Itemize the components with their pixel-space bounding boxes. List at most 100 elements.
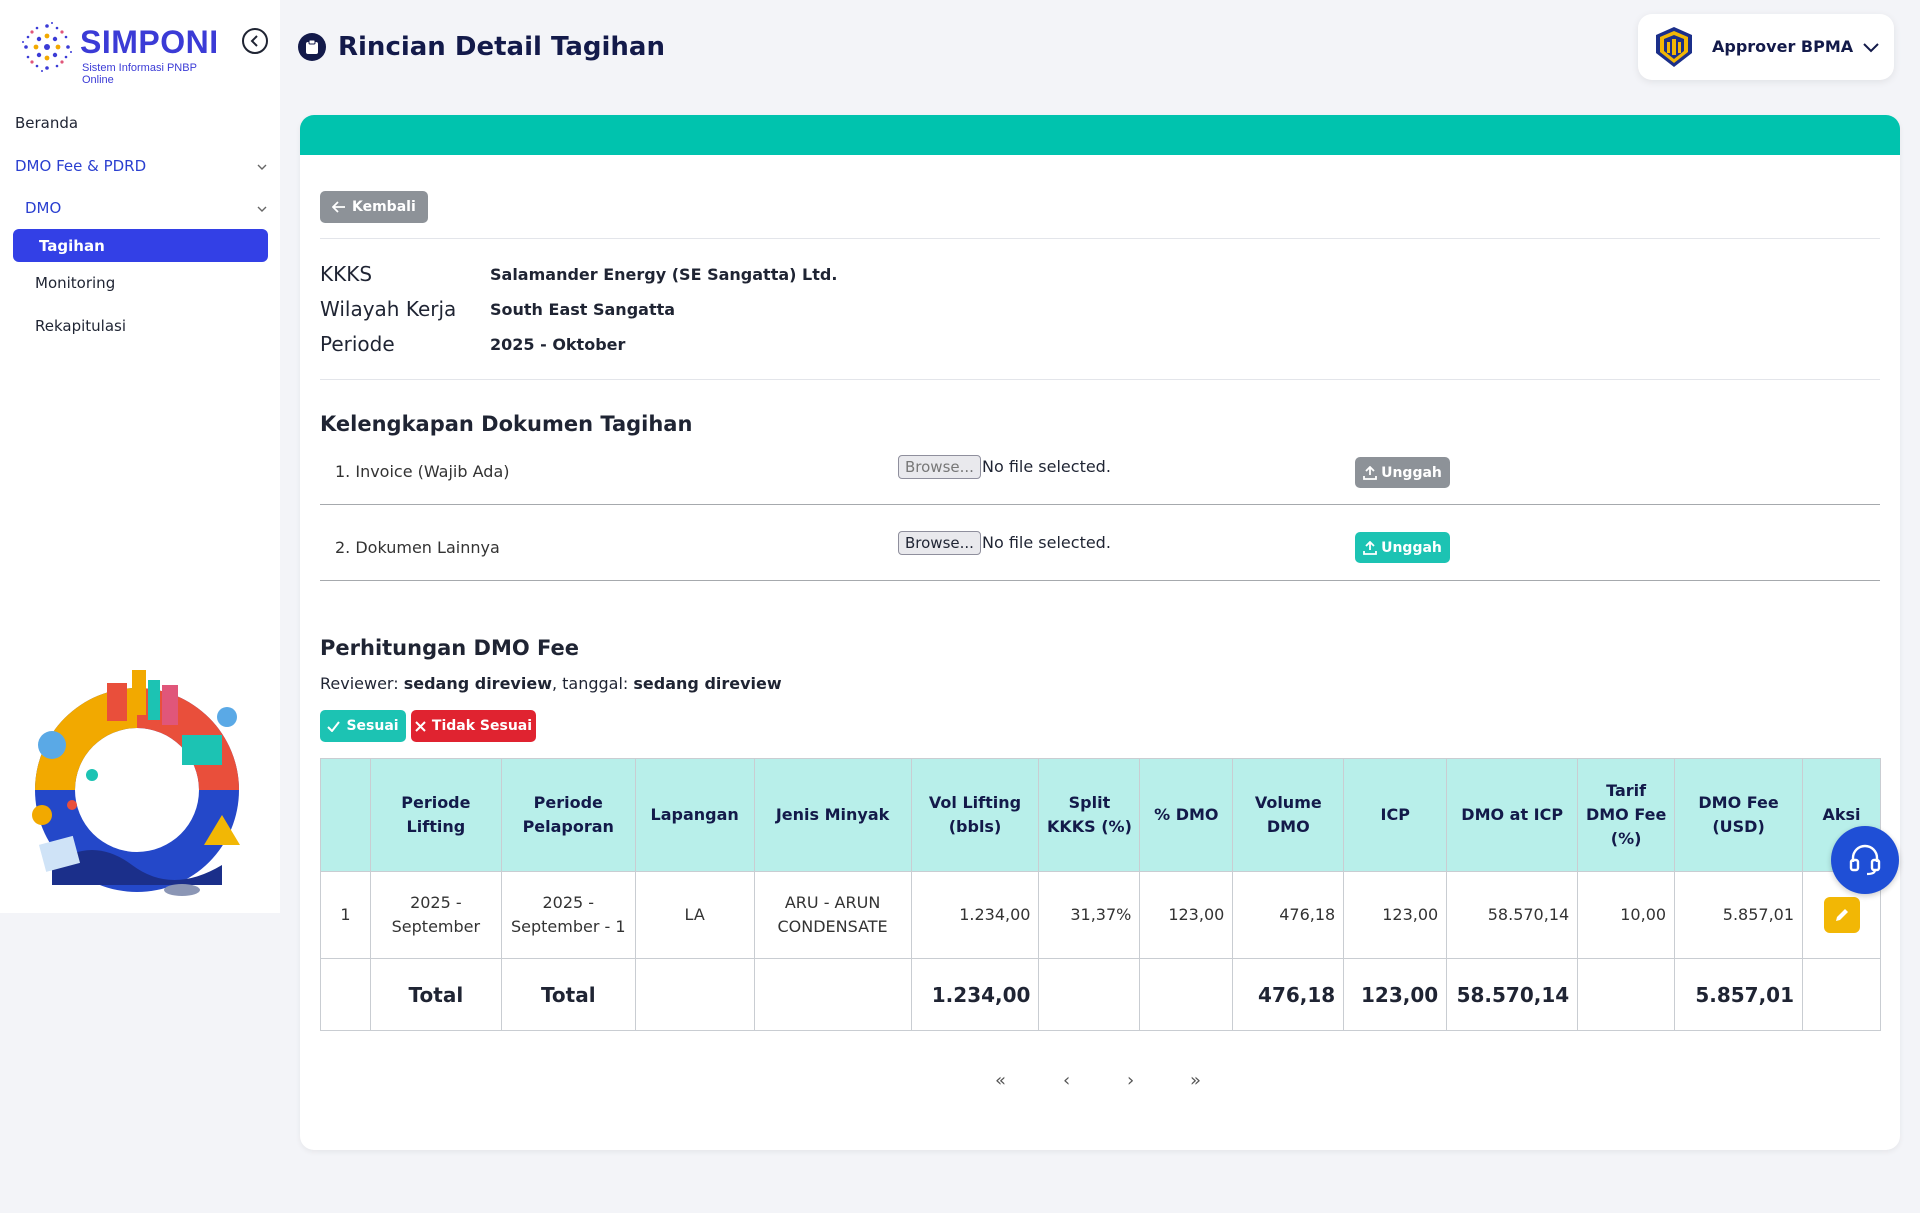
cell-periode-lifting: 2025 - September xyxy=(369,871,502,959)
cell-no: 1 xyxy=(320,871,371,959)
periode-label: Periode xyxy=(320,332,395,356)
col-header-split-kkks: Split KKKS (%) xyxy=(1038,758,1141,872)
sidebar-item-beranda[interactable]: Beranda xyxy=(15,114,79,132)
total-cell-icp: 123,00 xyxy=(1343,958,1448,1031)
cell-vol-lifting: 1.234,00 xyxy=(910,871,1040,959)
sidebar-item-rekapitulasi[interactable]: Rekapitulasi xyxy=(35,317,127,335)
reviewer-label: Reviewer: xyxy=(320,674,404,693)
emblem-icon xyxy=(1656,27,1692,67)
cell-aksi xyxy=(1802,871,1881,959)
col-header-tarif-dmo-fee: Tarif DMO Fee (%) xyxy=(1577,758,1676,872)
col-header-vol-lifting: Vol Lifting (bbls) xyxy=(910,758,1040,872)
upload-icon xyxy=(1363,540,1377,555)
total-cell-pct-dmo xyxy=(1139,958,1234,1031)
lainnya-upload-button[interactable]: Unggah xyxy=(1355,532,1450,563)
pagination-next[interactable]: › xyxy=(1127,1070,1135,1091)
simponi-logo[interactable]: SIMPONI Sistem Informasi PNBP Online xyxy=(18,18,230,86)
cell-periode-pelaporan: 2025 - September - 1 xyxy=(500,871,636,959)
clipboard-icon xyxy=(298,33,326,61)
sesuai-button[interactable]: Sesuai xyxy=(320,710,406,742)
tidak-sesuai-label: Tidak Sesuai xyxy=(431,718,533,734)
back-button[interactable]: Kembali xyxy=(320,191,428,223)
cell-lapangan: LA xyxy=(634,871,755,959)
page-title: Rincian Detail Tagihan xyxy=(338,32,665,62)
chevron-down-icon xyxy=(257,206,267,212)
sidebar-item-tagihan[interactable]: Tagihan xyxy=(13,229,268,262)
col-header-no xyxy=(320,758,371,872)
col-header-volume-dmo: Volume DMO xyxy=(1232,758,1345,872)
cell-volume-dmo: 476,18 xyxy=(1232,871,1345,959)
cell-pct-dmo: 123,00 xyxy=(1139,871,1234,959)
pencil-icon xyxy=(1835,909,1848,921)
decorative-illustration xyxy=(32,670,240,896)
col-header-jenis-minyak: Jenis Minyak xyxy=(753,758,912,872)
col-header-dmo-at-icp: DMO at ICP xyxy=(1446,758,1579,872)
chevron-left-icon xyxy=(250,35,258,47)
total-cell-jenis-minyak xyxy=(753,958,912,1031)
wilayah-value: South East Sangatta xyxy=(490,300,676,319)
total-cell-vol-lifting: 1.234,00 xyxy=(910,958,1040,1031)
pagination-prev[interactable]: ‹ xyxy=(1063,1070,1071,1091)
total-cell-dmo-fee-usd: 5.857,01 xyxy=(1674,958,1804,1031)
logo-dots-icon xyxy=(22,22,72,72)
sidebar-item-dmo-fee-pdrd[interactable]: DMO Fee & PDRD xyxy=(15,157,147,175)
close-icon xyxy=(415,720,426,732)
chevron-down-icon xyxy=(257,164,267,170)
periode-value: 2025 - Oktober xyxy=(490,335,626,354)
cell-split-kkks: 31,37% xyxy=(1038,871,1141,959)
sidebar-item-monitoring[interactable]: Monitoring xyxy=(35,274,116,292)
tanggal-value: sedang direview xyxy=(633,674,782,693)
edit-button[interactable] xyxy=(1823,897,1860,933)
cell-jenis-minyak: ARU - ARUN CONDENSATE xyxy=(753,871,912,959)
total-cell-split-kkks xyxy=(1038,958,1141,1031)
doc-lainnya-label: 2. Dokumen Lainnya xyxy=(335,538,500,557)
user-name: Approver BPMA xyxy=(1712,37,1854,56)
sidebar-item-dmo[interactable]: DMO xyxy=(25,199,62,217)
col-header-periode-lifting: Periode Lifting xyxy=(369,758,502,872)
total-cell-no xyxy=(320,958,371,1031)
cell-dmo-fee-usd: 5.857,01 xyxy=(1674,871,1804,959)
invoice-browse-button[interactable]: Browse... xyxy=(898,455,981,479)
dmo-fee-table: Periode Lifting Periode Pelaporan Lapang… xyxy=(320,758,1881,1031)
pagination-first[interactable]: « xyxy=(995,1070,1007,1091)
total-cell-tarif-dmo-fee xyxy=(1577,958,1676,1031)
divider xyxy=(320,580,1880,581)
back-button-label: Kembali xyxy=(352,199,416,215)
divider xyxy=(320,238,1880,239)
calc-title: Perhitungan DMO Fee xyxy=(320,636,580,660)
invoice-upload-button[interactable]: Unggah xyxy=(1355,457,1450,488)
collapse-sidebar-button[interactable] xyxy=(242,28,268,54)
tidak-sesuai-button[interactable]: Tidak Sesuai xyxy=(411,710,536,742)
documents-title: Kelengkapan Dokumen Tagihan xyxy=(320,412,693,436)
upload-label: Unggah xyxy=(1381,464,1442,481)
reviewer-info: Reviewer: sedang direview, tanggal: seda… xyxy=(320,674,782,693)
table-header-row: Periode Lifting Periode Pelaporan Lapang… xyxy=(320,758,1881,872)
user-menu[interactable]: Approver BPMA xyxy=(1638,14,1894,80)
cell-dmo-at-icp: 58.570,14 xyxy=(1446,871,1579,959)
table-row: 1 2025 - September 2025 - September - 1 … xyxy=(320,871,1881,959)
table-total-row: Total Total 1.234,00 476,18 123,00 58.57… xyxy=(320,958,1881,1031)
check-icon xyxy=(327,720,341,732)
arrow-left-icon xyxy=(332,201,345,213)
total-cell-periode-pelaporan: Total xyxy=(500,958,636,1031)
lainnya-browse-button[interactable]: Browse... xyxy=(898,531,981,555)
lainnya-file-status: No file selected. xyxy=(982,533,1111,552)
help-support-button[interactable] xyxy=(1831,826,1899,894)
col-header-pct-dmo: % DMO xyxy=(1139,758,1234,872)
invoice-file-status: No file selected. xyxy=(982,457,1111,476)
upload-icon xyxy=(1363,465,1377,480)
total-cell-lapangan xyxy=(634,958,755,1031)
card-header-bar xyxy=(300,115,1900,155)
page-header: Rincian Detail Tagihan xyxy=(298,30,665,64)
total-cell-periode-lifting: Total xyxy=(369,958,502,1031)
brand-subtitle: Sistem Informasi PNBP Online xyxy=(82,62,197,86)
col-header-lapangan: Lapangan xyxy=(634,758,755,872)
divider xyxy=(320,379,1880,380)
pagination-last[interactable]: » xyxy=(1190,1070,1202,1091)
sidebar: SIMPONI Sistem Informasi PNBP Online Ber… xyxy=(0,0,280,913)
headset-icon xyxy=(1849,844,1881,876)
cell-icp: 123,00 xyxy=(1343,871,1448,959)
detail-card: Kembali KKKS Salamander Energy (SE Sanga… xyxy=(300,115,1900,1150)
upload-label: Unggah xyxy=(1381,539,1442,556)
total-cell-dmo-at-icp: 58.570,14 xyxy=(1446,958,1579,1031)
